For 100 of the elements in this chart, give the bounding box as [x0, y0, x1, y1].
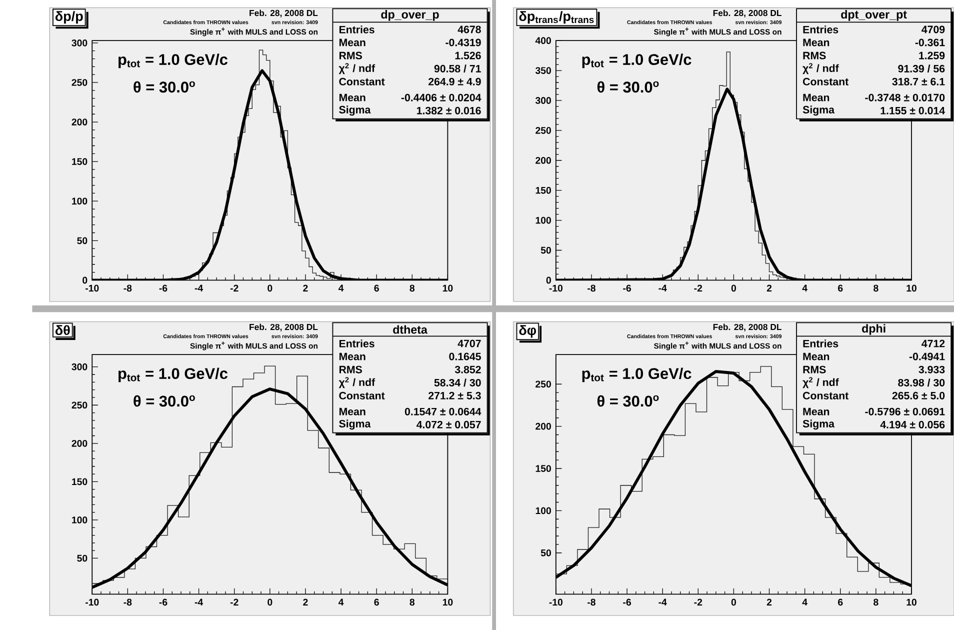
x-tick-label: 8 — [874, 598, 878, 606]
x-tick-label: -10 — [86, 598, 99, 606]
annotation: 91.39 / 56 — [898, 64, 945, 73]
y-tick-label: 300 — [535, 97, 551, 104]
x-tick-label: 6 — [374, 284, 379, 292]
y-tick-label: 200 — [536, 422, 551, 430]
x-tick-label: 8 — [874, 284, 878, 292]
y-tick-label: 150 — [536, 465, 551, 472]
x-tick-label: 6 — [374, 598, 379, 606]
chart-title: δφ — [519, 325, 536, 338]
annotation: RMS — [339, 366, 362, 374]
y-tick-label: 0 — [546, 276, 551, 284]
annotation: p$_{tot}$ = 1.0 GeV/c — [118, 54, 228, 68]
text: Feb. 28, 2008 DL — [713, 10, 782, 18]
y-tick-label: 50 — [77, 554, 88, 562]
text: 4678 — [458, 26, 481, 34]
annotation: -0.4319 — [446, 38, 481, 46]
x-tick-label: 10 — [906, 598, 916, 606]
annotation: 4.194 ± 0.056 — [880, 420, 945, 428]
x-tick-label: -8 — [588, 598, 596, 606]
text: dphi — [862, 324, 886, 335]
x-tick-label: -4 — [194, 598, 204, 606]
y-tick-label: 100 — [72, 198, 88, 205]
annotation: Mean — [339, 94, 366, 102]
annotation: Mean — [803, 38, 830, 46]
x-tick-label: -2 — [694, 284, 702, 292]
x-tick-label: -4 — [658, 284, 667, 292]
text: 3.933 — [918, 366, 945, 374]
text: 3.852 — [454, 366, 481, 374]
annotation: Mean — [803, 352, 830, 360]
x-tick-label: 8 — [410, 284, 415, 292]
x-tick-label: 10 — [442, 598, 453, 606]
y-tick-label: 200 — [72, 440, 88, 447]
text: Feb. 28, 2008 DL — [250, 324, 318, 332]
x-tick-label: 2 — [766, 598, 772, 606]
annotation: Sigma — [802, 420, 835, 430]
annotation: -0.3748 ± 0.0170 — [865, 94, 945, 102]
annotation: Sigma — [339, 420, 371, 430]
annotation: 0.1547 ± 0.0644 — [404, 408, 482, 416]
annotation: 4.072 ± 0.057 — [416, 420, 481, 428]
annotation: Mean — [339, 408, 366, 416]
x-tick-label: -2 — [230, 598, 238, 606]
annotation: 83.98 / 30 — [898, 378, 945, 387]
x-tick-label: 6 — [838, 284, 843, 292]
x-tick-label: -2 — [694, 598, 702, 606]
annotation: Constant — [339, 392, 385, 400]
annotation: Constant — [803, 392, 848, 400]
x-tick-label: 0 — [268, 284, 272, 292]
x-tick-label: 0 — [731, 284, 736, 292]
x-tick-label: -10 — [549, 598, 562, 606]
x-tick-label: -6 — [623, 598, 631, 606]
y-tick-label: 150 — [72, 478, 88, 486]
text: Entries — [803, 26, 838, 34]
x-tick-label: 2 — [766, 284, 772, 292]
text: dpt_over_pt — [841, 10, 907, 21]
chart-title: δp$_{trans}$/p$_{trans}$ — [519, 11, 594, 24]
annotation: χ$^{2}$ / ndf — [338, 377, 376, 388]
x-tick-label: 2 — [303, 284, 308, 292]
text: 1.526 — [455, 52, 481, 60]
text: Entries — [339, 26, 374, 34]
annotation: -0.4406 ± 0.0204 — [401, 94, 482, 102]
x-tick-label: 0 — [731, 598, 736, 606]
annotation: 1.155 ± 0.014 — [880, 106, 945, 114]
x-tick-label: -6 — [159, 284, 168, 292]
x-tick-label: 0 — [268, 598, 272, 606]
y-tick-label: 150 — [536, 186, 551, 194]
annotation: p$_{tot}$ = 1.0 GeV/c — [582, 368, 692, 382]
annotation: p$_{tot}$ = 1.0 GeV/c — [582, 54, 692, 68]
x-tick-label: 8 — [410, 598, 415, 606]
x-tick-label: -2 — [230, 284, 238, 292]
y-tick-label: 300 — [72, 40, 88, 46]
annotation: Mean — [803, 94, 830, 102]
annotation: -0.4941 — [909, 352, 945, 360]
x-tick-label: 2 — [303, 598, 308, 606]
text: Feb. 28, 2008 DL — [250, 10, 318, 18]
text: 1.259 — [919, 52, 945, 60]
annotation: 58.34 / 30 — [434, 378, 481, 387]
x-tick-label: 4 — [802, 598, 808, 606]
text: Entries — [803, 340, 838, 348]
annotation: RMS — [803, 52, 826, 60]
text: dp_over_p — [381, 10, 439, 21]
x-tick-label: -4 — [658, 598, 667, 606]
y-tick-label: 100 — [536, 507, 551, 514]
annotation: Sigma — [802, 106, 835, 116]
chart-title: δp/p — [55, 11, 83, 24]
text: 4707 — [458, 340, 481, 348]
annotation: χ$^{2}$ / ndf — [802, 377, 839, 388]
y-tick-label: 200 — [72, 118, 88, 126]
y-tick-label: 250 — [536, 127, 551, 134]
x-tick-label: -4 — [194, 284, 204, 292]
annotation: Constant — [803, 78, 848, 86]
text: Feb. 28, 2008 DL — [713, 324, 782, 332]
x-tick-label: -8 — [124, 284, 132, 292]
annotation: 265.6 ± 5.0 — [892, 392, 945, 400]
y-tick-label: 50 — [77, 237, 88, 244]
annotation: RMS — [339, 52, 362, 60]
text: 4709 — [922, 26, 945, 34]
x-tick-label: -6 — [623, 284, 631, 292]
text: -0.361 — [915, 38, 945, 46]
annotation: 90.58 / 71 — [434, 64, 481, 73]
